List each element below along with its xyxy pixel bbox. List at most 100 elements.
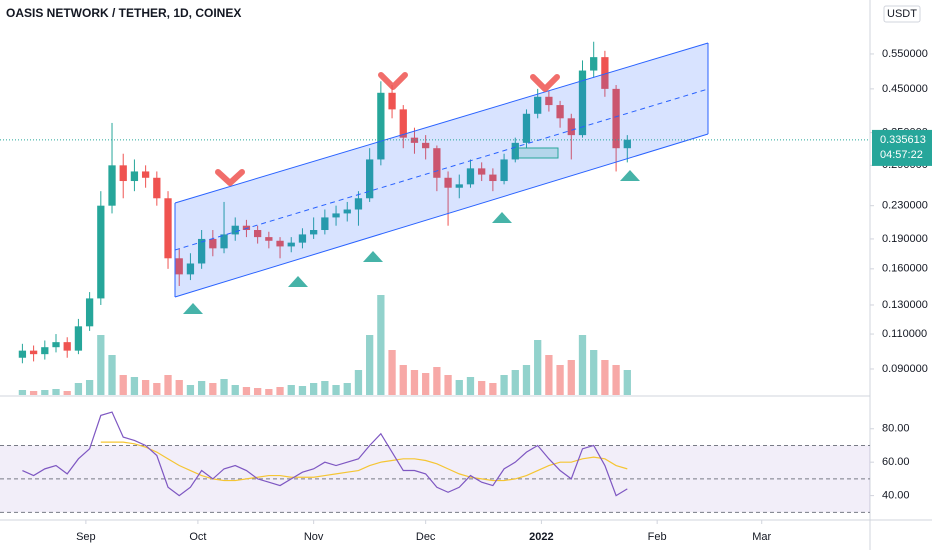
volume-bar [612, 365, 620, 395]
candle-body [590, 57, 598, 71]
buy-marker [363, 251, 383, 262]
candle-body [130, 171, 139, 182]
volume-bar [511, 370, 519, 395]
candle-body [141, 171, 150, 178]
candle-body [186, 263, 195, 275]
volume-bar [209, 383, 217, 395]
candle-body [18, 350, 27, 358]
candle-body [332, 213, 340, 218]
volume-bar [85, 380, 94, 395]
volume-bar [567, 360, 575, 395]
candle-body [85, 298, 94, 327]
volume-bar [231, 385, 239, 395]
last-price: 0.335613 [880, 134, 926, 146]
y-tick-label: 0.550000 [882, 48, 928, 60]
candle-body [489, 174, 497, 182]
volume-bar [119, 375, 127, 395]
price-pane [18, 41, 631, 395]
volume-bar [466, 377, 475, 395]
volume-bar [97, 335, 105, 395]
annotations [174, 42, 709, 314]
volume-bar [276, 387, 284, 395]
volume-bar [455, 380, 463, 395]
buy-marker [183, 303, 203, 314]
candle-body [354, 198, 363, 210]
x-tick-label: 2022 [529, 531, 553, 543]
volume-bar [175, 380, 183, 395]
box [515, 147, 559, 159]
y-tick-label: 0.190000 [882, 233, 928, 245]
y-tick-label: 0.450000 [882, 83, 928, 95]
candle-body [433, 148, 441, 178]
candle-body [601, 57, 609, 89]
buy-marker [288, 276, 308, 287]
volume-bar [410, 370, 419, 395]
volume-bar [153, 383, 161, 395]
volume-bar [18, 390, 27, 395]
volume-bar [433, 367, 441, 395]
candle-body [63, 342, 71, 351]
volume-bar [343, 383, 351, 395]
x-tick-label: Feb [648, 531, 667, 543]
volume-bar [29, 391, 38, 395]
candle-body [74, 326, 83, 351]
candle-body [466, 168, 475, 185]
candle-body [567, 118, 575, 136]
rsi-ma-line [100, 441, 628, 482]
volume-bar [52, 389, 60, 395]
volume-bar [444, 375, 452, 395]
candle-body [298, 234, 307, 243]
volume-bar [399, 365, 407, 395]
candle-body [399, 109, 407, 138]
candle-body [556, 105, 564, 119]
volume-bar [220, 379, 228, 395]
volume-bar [130, 377, 139, 395]
volume-bar [41, 390, 49, 395]
candle-body [265, 237, 273, 241]
currency: USDT [887, 8, 917, 20]
volume-bar [388, 350, 396, 395]
candle-body [578, 70, 587, 136]
volume-bar [242, 387, 251, 395]
volume-bar [63, 391, 71, 395]
candle-body [321, 217, 329, 231]
volume-bar [522, 365, 531, 395]
channel-fill [175, 43, 708, 297]
x-tick-label: Oct [189, 531, 206, 543]
sell-marker [530, 74, 560, 92]
volume-bar [197, 381, 206, 395]
candle-body [209, 238, 217, 249]
candle-body [108, 165, 116, 206]
candle-body [366, 159, 374, 199]
y-tick-label: 60.00 [882, 456, 910, 468]
candle-body [220, 234, 228, 249]
candle-body [545, 96, 553, 106]
candle-body [388, 92, 396, 110]
candle-body [41, 347, 49, 355]
currency-box[interactable] [883, 5, 921, 23]
channel-top [174, 42, 709, 204]
channel-mid [174, 88, 709, 251]
candle-body [276, 240, 284, 247]
candle-body [612, 88, 620, 149]
candle-body [231, 225, 239, 235]
volume-bar [590, 350, 598, 395]
candle-body [119, 165, 127, 182]
volume-bar [422, 373, 430, 395]
candle-body [534, 96, 542, 114]
volume-bar [265, 389, 273, 395]
rsi-line [22, 411, 628, 497]
volume-bar [578, 335, 587, 395]
countdown: 04:57:22 [880, 149, 923, 161]
volume-bar [298, 386, 307, 395]
volume-bar [556, 365, 564, 395]
sell-marker [378, 72, 408, 90]
volume-bar [253, 388, 262, 395]
candle-body [511, 142, 519, 160]
volume-bar [534, 340, 542, 395]
x-tick-label: Sep [76, 531, 96, 543]
candle-body [153, 177, 161, 199]
candle-body [522, 113, 531, 143]
candle-body [97, 205, 105, 299]
